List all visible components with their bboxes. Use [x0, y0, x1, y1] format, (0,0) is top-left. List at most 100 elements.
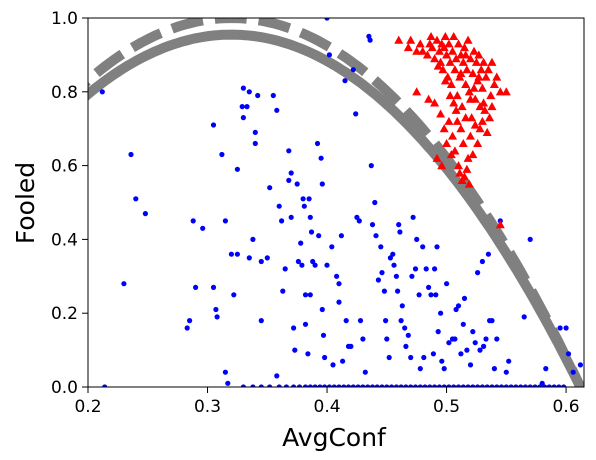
blue-point	[563, 325, 569, 331]
red-point	[487, 102, 497, 111]
red-point	[476, 65, 486, 74]
blue-point	[187, 318, 193, 324]
red-point	[455, 168, 465, 177]
red-point	[449, 98, 459, 107]
blue-point	[255, 92, 261, 99]
blue-point	[267, 185, 273, 191]
red-point	[463, 35, 473, 44]
blue-point	[412, 384, 419, 387]
blue-point	[264, 255, 270, 261]
blue-point	[274, 107, 280, 113]
blue-point	[357, 318, 364, 324]
blue-point	[557, 325, 563, 331]
blue-point	[395, 288, 401, 294]
blue-point	[318, 155, 324, 161]
blue-point	[430, 351, 436, 357]
blue-point	[295, 258, 301, 265]
y-tick-label: 0.2	[51, 304, 78, 324]
blue-point	[299, 262, 305, 268]
blue-point	[334, 273, 340, 279]
red-point	[461, 113, 471, 122]
blue-point	[397, 229, 403, 235]
red-point	[450, 65, 460, 74]
red-point	[454, 161, 464, 170]
blue-point	[423, 266, 429, 272]
blue-point	[451, 384, 457, 387]
blue-point	[326, 384, 332, 387]
blue-point	[300, 196, 306, 202]
blue-point	[522, 384, 528, 387]
red-point	[492, 72, 502, 81]
red-point	[440, 76, 450, 85]
blue-point	[312, 384, 318, 387]
plot-frame	[87, 17, 585, 388]
blue-point	[291, 325, 297, 331]
blue-point	[128, 151, 134, 158]
red-point	[450, 146, 460, 155]
blue-point	[408, 354, 414, 361]
blue-point	[393, 273, 399, 279]
blue-point	[475, 270, 481, 276]
blue-point	[444, 281, 450, 287]
blue-point	[252, 140, 258, 147]
red-point	[471, 57, 481, 66]
red-point	[485, 113, 495, 122]
x-axis-ticks: 0.2 0.3 0.4 0.5 0.6	[74, 387, 580, 417]
blue-point	[565, 351, 572, 357]
blue-point	[460, 321, 466, 327]
blue-point	[383, 318, 389, 324]
blue-point	[279, 218, 285, 224]
red-point	[436, 109, 446, 118]
blue-point	[491, 366, 497, 372]
solid-curve	[88, 29, 584, 387]
red-point	[434, 46, 444, 55]
blue-point	[399, 303, 405, 309]
blue-point	[362, 369, 368, 375]
blue-point	[483, 336, 489, 342]
blue-point	[286, 177, 292, 183]
blue-point	[322, 354, 328, 361]
boundary-curves	[88, 18, 584, 387]
red-point	[394, 35, 404, 44]
y-tick-label: 0.0	[51, 378, 78, 398]
red-point	[427, 43, 437, 52]
blue-point	[379, 384, 385, 387]
blue-point	[317, 384, 323, 387]
red-point	[461, 50, 471, 59]
blue-point	[258, 318, 264, 324]
blue-point	[369, 384, 376, 387]
red-point	[451, 105, 461, 114]
red-point	[464, 87, 474, 96]
blue-point	[343, 318, 349, 324]
red-point	[474, 72, 484, 81]
blue-point	[435, 329, 441, 335]
blue-point	[360, 336, 366, 342]
blue-point	[506, 358, 512, 364]
blue-point	[489, 318, 495, 324]
red-point	[446, 150, 456, 159]
red-point	[479, 98, 489, 107]
red-point	[446, 79, 456, 89]
red-point	[456, 124, 466, 133]
blue-point	[316, 233, 322, 239]
red-point	[468, 150, 478, 159]
red-point	[444, 39, 454, 48]
blue-point	[350, 384, 356, 387]
red-point	[462, 65, 472, 74]
x-tick-label: 0.6	[553, 397, 580, 417]
blue-point	[353, 111, 359, 117]
blue-point	[296, 384, 303, 387]
blue-point	[518, 384, 524, 387]
blue-point	[306, 196, 312, 202]
blue-point	[190, 218, 196, 224]
blue-point	[338, 233, 344, 239]
red-point	[449, 31, 459, 41]
blue-point	[398, 384, 404, 387]
blue-point	[485, 251, 491, 257]
blue-point	[532, 384, 538, 387]
red-point	[452, 90, 462, 100]
red-point	[442, 50, 452, 59]
blue-point	[274, 373, 280, 379]
blue-point	[521, 314, 527, 320]
blue-point	[184, 325, 190, 331]
